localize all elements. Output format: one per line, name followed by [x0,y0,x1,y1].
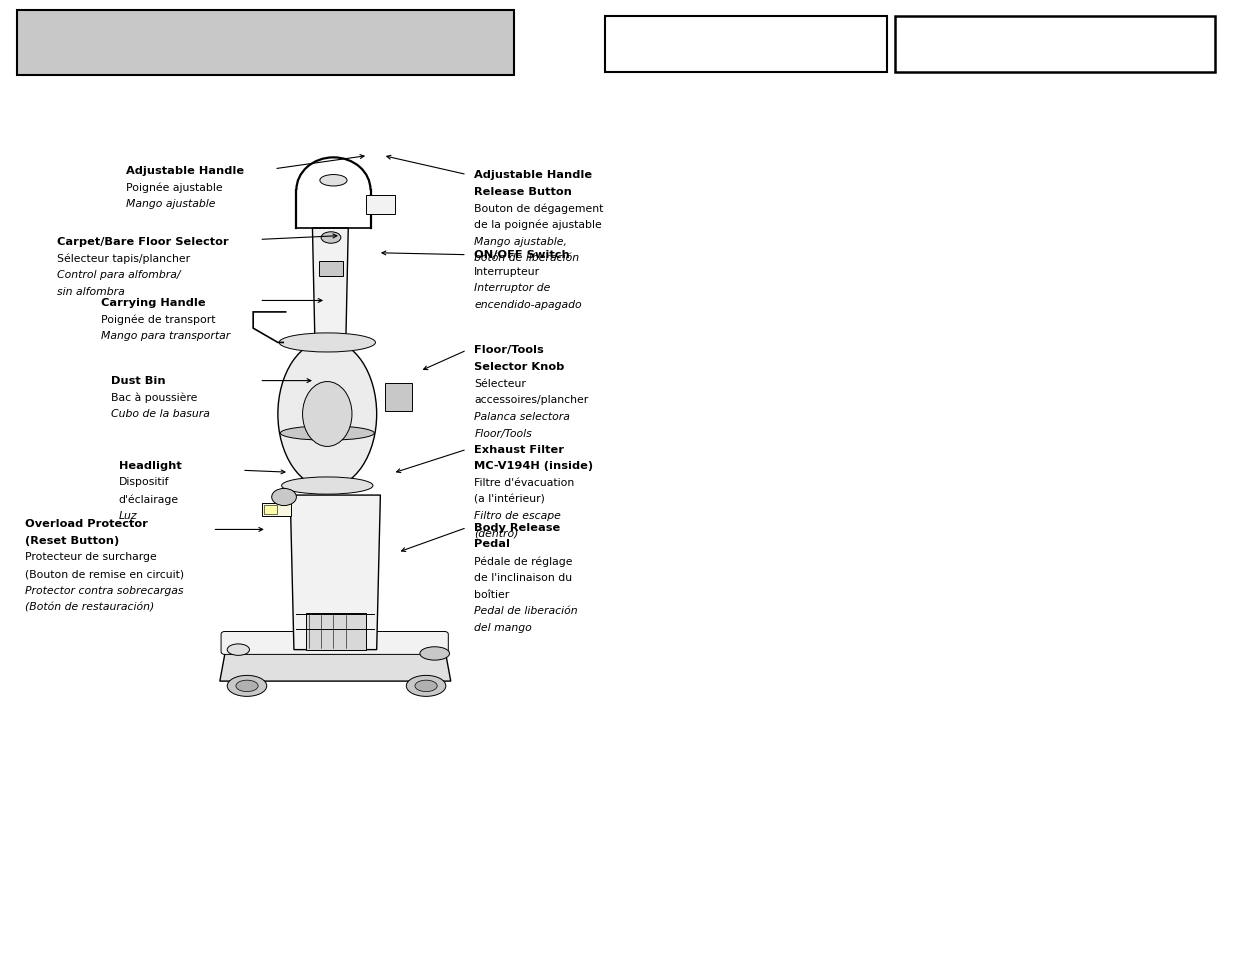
Text: (Botón de restauración): (Botón de restauración) [25,602,154,612]
Text: del mango: del mango [474,622,532,632]
Ellipse shape [272,489,296,506]
Ellipse shape [321,233,341,244]
Text: Luz: Luz [119,511,137,520]
Text: Carrying Handle: Carrying Handle [101,297,206,307]
Text: Filtro de escape: Filtro de escape [474,511,561,520]
Text: Control para alfombra/: Control para alfombra/ [57,270,180,279]
Text: Release Button: Release Button [474,187,572,196]
Ellipse shape [303,382,352,447]
Ellipse shape [236,680,258,692]
Text: Sélecteur: Sélecteur [474,378,526,388]
Bar [306,614,366,650]
Text: (Bouton de remise en circuit): (Bouton de remise en circuit) [25,568,184,578]
Ellipse shape [280,426,374,440]
Text: Palanca selectora: Palanca selectora [474,412,571,421]
Ellipse shape [320,175,347,187]
Text: Headlight: Headlight [119,460,182,470]
Text: Mango para transportar: Mango para transportar [101,331,231,340]
Text: (a l'intérieur): (a l'intérieur) [474,494,545,504]
Text: Protecteur de surcharge: Protecteur de surcharge [25,552,157,561]
Ellipse shape [278,341,377,489]
Bar [605,17,887,72]
Polygon shape [312,229,348,343]
Bar [264,505,277,515]
Text: Body Release: Body Release [474,522,561,532]
Text: Adjustable Handle: Adjustable Handle [126,166,245,175]
Text: Bac à poussière: Bac à poussière [111,393,198,403]
Ellipse shape [406,676,446,697]
Text: Protector contra sobrecargas: Protector contra sobrecargas [25,585,183,595]
FancyBboxPatch shape [221,632,448,655]
Text: Mango ajustable,: Mango ajustable, [474,236,567,246]
Polygon shape [290,496,380,650]
Text: Floor/Tools: Floor/Tools [474,345,543,355]
Text: de l'inclinaison du: de l'inclinaison du [474,572,572,582]
Ellipse shape [227,644,249,656]
Text: Overload Protector: Overload Protector [25,518,147,528]
Bar [385,383,412,412]
Text: Poignée de transport: Poignée de transport [101,314,216,325]
Text: encendido-apagado: encendido-apagado [474,299,582,310]
Text: botón de liberación: botón de liberación [474,253,579,263]
Text: Bouton de dégagement: Bouton de dégagement [474,203,604,213]
Bar [262,503,291,517]
Text: sin alfombra: sin alfombra [57,286,125,296]
Text: Selector Knob: Selector Knob [474,361,564,372]
Polygon shape [220,648,451,681]
Bar [895,17,1215,72]
Text: (dentro): (dentro) [474,528,519,537]
Text: Pedal de liberación: Pedal de liberación [474,606,578,616]
Text: Filtre d'évacuation: Filtre d'évacuation [474,477,574,487]
Text: Exhaust Filter: Exhaust Filter [474,444,564,454]
Text: de la poignée ajustable: de la poignée ajustable [474,220,601,231]
Text: Pédale de réglage: Pédale de réglage [474,556,573,566]
Text: ON/OFF Switch: ON/OFF Switch [474,250,571,259]
Ellipse shape [415,680,437,692]
Text: Sélecteur tapis/plancher: Sélecteur tapis/plancher [57,253,190,264]
Text: (Reset Button): (Reset Button) [25,536,119,545]
Ellipse shape [282,477,373,495]
Text: Carpet/Bare Floor Selector: Carpet/Bare Floor Selector [57,236,228,246]
Ellipse shape [227,676,267,697]
Text: Dust Bin: Dust Bin [111,375,165,385]
Text: boîtier: boîtier [474,589,510,598]
Text: Poignée ajustable: Poignée ajustable [126,183,222,193]
Bar [366,195,395,214]
Text: accessoires/plancher: accessoires/plancher [474,395,589,405]
Text: Pedal: Pedal [474,539,510,549]
Text: Floor/Tools: Floor/Tools [474,428,532,438]
Ellipse shape [420,647,450,660]
Bar [319,262,343,276]
Ellipse shape [279,334,375,353]
Text: Interrupteur: Interrupteur [474,266,541,276]
Text: Interruptor de: Interruptor de [474,283,551,293]
Bar [17,11,514,76]
Text: Cubo de la basura: Cubo de la basura [111,409,210,418]
Text: MC-V194H (inside): MC-V194H (inside) [474,461,593,471]
Text: d'éclairage: d'éclairage [119,494,179,504]
Text: Adjustable Handle: Adjustable Handle [474,170,593,179]
Text: Mango ajustable: Mango ajustable [126,199,215,209]
Text: Dispositif: Dispositif [119,476,169,487]
